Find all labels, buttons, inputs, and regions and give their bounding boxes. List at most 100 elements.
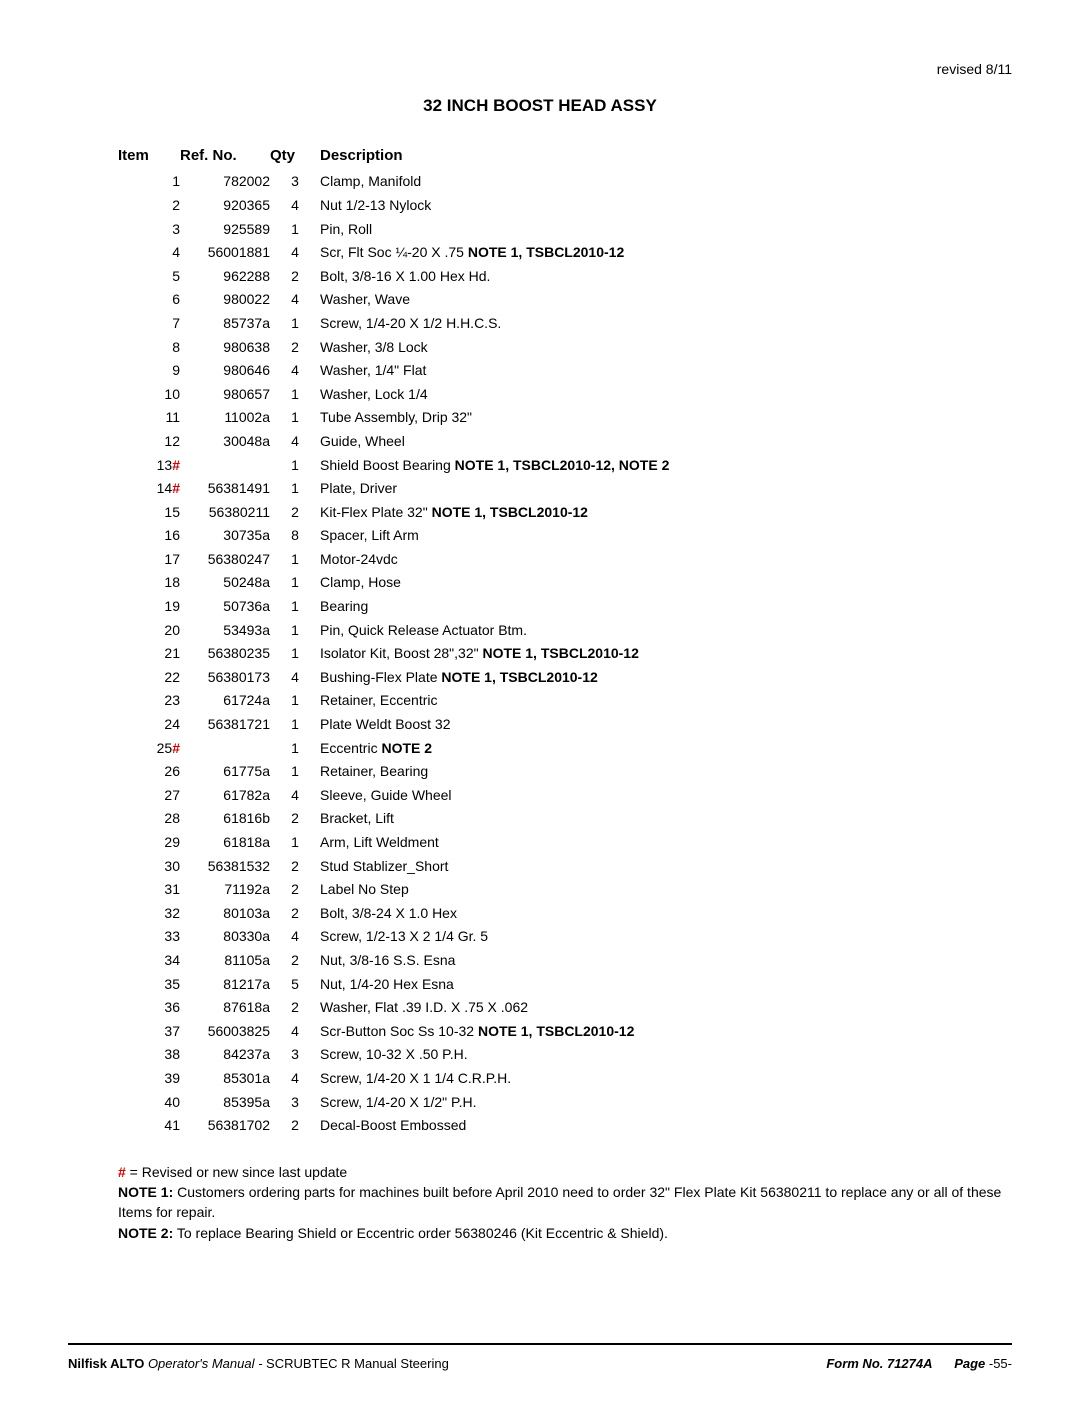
cell-ref: 56380235 — [180, 642, 270, 666]
cell-qty: 1 — [270, 218, 320, 242]
table-row: 39255891Pin, Roll — [118, 218, 669, 242]
cell-item: 21 — [118, 642, 180, 666]
cell-item: 33 — [118, 925, 180, 949]
cell-desc: Bracket, Lift — [320, 807, 669, 831]
note-2: NOTE 2: To replace Bearing Shield or Ecc… — [118, 1223, 1012, 1243]
table-row: 3581217a5Nut, 1/4-20 Hex Esna — [118, 973, 669, 997]
table-row: 41563817022Decal-Boost Embossed — [118, 1114, 669, 1138]
table-row: 30563815322Stud Stablizer_Short — [118, 855, 669, 879]
hash-icon: # — [172, 740, 180, 756]
cell-qty: 2 — [270, 265, 320, 289]
cell-qty: 4 — [270, 359, 320, 383]
table-row: 15563802112Kit-Flex Plate 32" NOTE 1, TS… — [118, 501, 669, 525]
cell-qty: 1 — [270, 312, 320, 336]
cell-ref: 782002 — [180, 170, 270, 194]
table-row: 3171192a2Label No Step — [118, 878, 669, 902]
cell-ref: 925589 — [180, 218, 270, 242]
cell-ref: 53493a — [180, 619, 270, 643]
table-row: 2361724a1Retainer, Eccentric — [118, 689, 669, 713]
footer-rule — [68, 1343, 1012, 1345]
cell-item: 15 — [118, 501, 180, 525]
cell-ref: 85395a — [180, 1091, 270, 1115]
cell-qty: 8 — [270, 524, 320, 548]
cell-qty: 2 — [270, 807, 320, 831]
cell-desc: Clamp, Manifold — [320, 170, 669, 194]
cell-qty: 1 — [270, 689, 320, 713]
legend-line: # = Revised or new since last update — [118, 1162, 1012, 1182]
cell-ref: 56381532 — [180, 855, 270, 879]
cell-desc: Washer, 1/4" Flat — [320, 359, 669, 383]
cell-ref: 61724a — [180, 689, 270, 713]
cell-ref: 56380247 — [180, 548, 270, 572]
cell-ref: 80330a — [180, 925, 270, 949]
cell-desc: Bushing-Flex Plate NOTE 1, TSBCL2010-12 — [320, 666, 669, 690]
cell-ref: 85301a — [180, 1067, 270, 1091]
cell-ref: 84237a — [180, 1043, 270, 1067]
cell-item: 14# — [118, 477, 180, 501]
cell-item: 35 — [118, 973, 180, 997]
table-row: 3280103a2Bolt, 3/8-24 X 1.0 Hex — [118, 902, 669, 926]
cell-item: 38 — [118, 1043, 180, 1067]
cell-desc: Nut, 1/4-20 Hex Esna — [320, 973, 669, 997]
cell-desc: Washer, 3/8 Lock — [320, 336, 669, 360]
table-row: 1111002a1Tube Assembly, Drip 32" — [118, 406, 669, 430]
cell-desc: Scr, Flt Soc ¼-20 X .75 NOTE 1, TSBCL201… — [320, 241, 669, 265]
footer-right: Form No. 71274A Page -55- — [826, 1355, 1012, 1373]
cell-qty: 1 — [270, 642, 320, 666]
cell-item: 4 — [118, 241, 180, 265]
cell-desc: Washer, Flat .39 I.D. X .75 X .062 — [320, 996, 669, 1020]
cell-desc: Pin, Quick Release Actuator Btm. — [320, 619, 669, 643]
table-row: 25#1Eccentric NOTE 2 — [118, 737, 669, 761]
table-row: 3380330a4Screw, 1/2-13 X 2 1/4 Gr. 5 — [118, 925, 669, 949]
table-row: 3687618a2Washer, Flat .39 I.D. X .75 X .… — [118, 996, 669, 1020]
table-row: 4085395a3Screw, 1/4-20 X 1/2" P.H. — [118, 1091, 669, 1115]
hash-icon: # — [172, 457, 180, 473]
cell-item: 20 — [118, 619, 180, 643]
cell-desc: Eccentric NOTE 2 — [320, 737, 669, 761]
cell-item: 23 — [118, 689, 180, 713]
table-row: 89806382Washer, 3/8 Lock — [118, 336, 669, 360]
cell-qty: 1 — [270, 595, 320, 619]
footer-page-number: -55- — [989, 1356, 1012, 1371]
cell-ref: 11002a — [180, 406, 270, 430]
cell-ref — [180, 737, 270, 761]
table-row: 13#1Shield Boost Bearing NOTE 1, TSBCL20… — [118, 454, 669, 478]
cell-desc: Retainer, Bearing — [320, 760, 669, 784]
cell-ref: 56003825 — [180, 1020, 270, 1044]
cell-ref: 56381491 — [180, 477, 270, 501]
cell-desc: Screw, 1/4-20 X 1/2" P.H. — [320, 1091, 669, 1115]
col-header-desc: Description — [320, 145, 669, 170]
cell-qty: 4 — [270, 288, 320, 312]
cell-item: 32 — [118, 902, 180, 926]
cell-qty: 1 — [270, 760, 320, 784]
cell-ref: 56381702 — [180, 1114, 270, 1138]
cell-qty: 1 — [270, 619, 320, 643]
cell-qty: 2 — [270, 501, 320, 525]
cell-desc: Scr-Button Soc Ss 10-32 NOTE 1, TSBCL201… — [320, 1020, 669, 1044]
cell-desc: Retainer, Eccentric — [320, 689, 669, 713]
note-1-label: NOTE 1: — [118, 1184, 173, 1200]
cell-desc: Washer, Wave — [320, 288, 669, 312]
cell-qty: 2 — [270, 878, 320, 902]
cell-qty: 1 — [270, 454, 320, 478]
revised-date: revised 8/11 — [68, 60, 1012, 80]
col-header-ref: Ref. No. — [180, 145, 270, 170]
parts-table: Item Ref. No. Qty Description 17820023Cl… — [118, 145, 669, 1137]
cell-item: 7 — [118, 312, 180, 336]
cell-desc: Tube Assembly, Drip 32" — [320, 406, 669, 430]
page-footer: Nilfisk ALTO Operator's Manual - SCRUBTE… — [68, 1355, 1012, 1373]
cell-ref: 962288 — [180, 265, 270, 289]
cell-item: 31 — [118, 878, 180, 902]
cell-item: 3 — [118, 218, 180, 242]
cell-qty: 2 — [270, 902, 320, 926]
cell-ref: 80103a — [180, 902, 270, 926]
cell-ref: 87618a — [180, 996, 270, 1020]
note-1-text: Customers ordering parts for machines bu… — [118, 1184, 1001, 1220]
cell-ref: 71192a — [180, 878, 270, 902]
cell-ref: 30048a — [180, 430, 270, 454]
note-2-text: To replace Bearing Shield or Eccentric o… — [173, 1225, 668, 1241]
table-row: 24563817211Plate Weldt Boost 32 — [118, 713, 669, 737]
cell-item: 28 — [118, 807, 180, 831]
cell-desc: Arm, Lift Weldment — [320, 831, 669, 855]
cell-desc: Shield Boost Bearing NOTE 1, TSBCL2010-1… — [320, 454, 669, 478]
